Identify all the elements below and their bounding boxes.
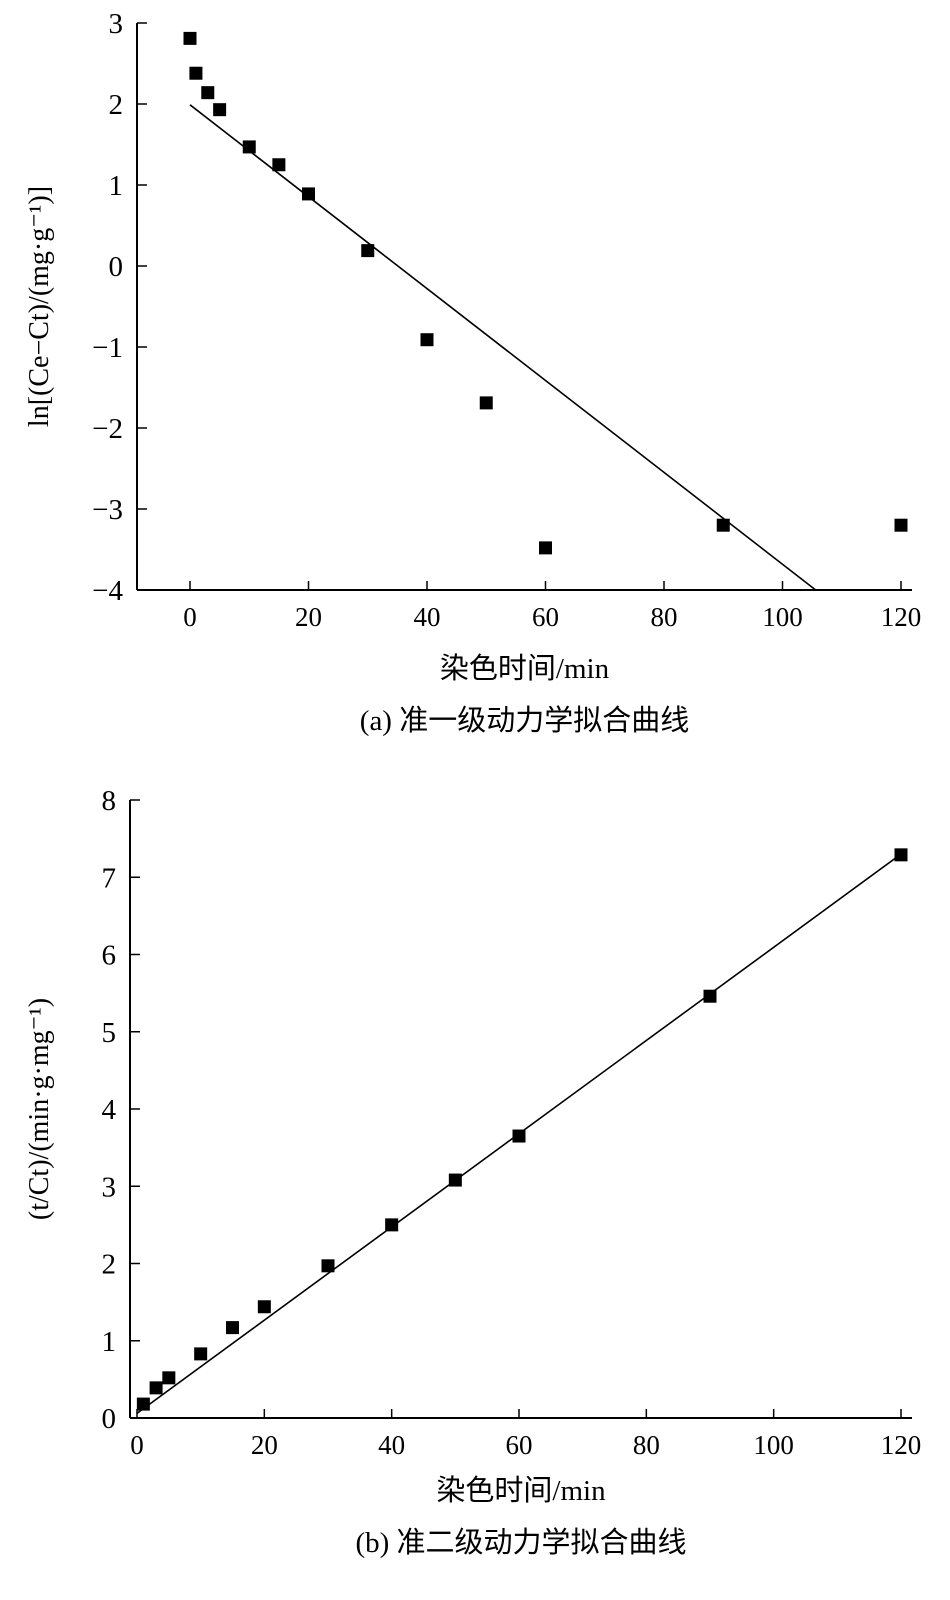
- y-tick-label: 4: [102, 1094, 117, 1126]
- data-point: [257, 1300, 271, 1314]
- data-point: [512, 1129, 526, 1143]
- data-point: [201, 86, 215, 100]
- x-tick-label: 100: [753, 1430, 794, 1460]
- data-point: [183, 31, 197, 45]
- y-axis-label: ln[(Ce−Ct)/(mg·g⁻¹)]: [24, 186, 55, 427]
- y-tick-label: 2: [102, 1249, 117, 1281]
- y-tick-label: −2: [92, 413, 123, 445]
- x-tick-label: 0: [130, 1430, 144, 1460]
- x-tick-label: 0: [183, 602, 197, 632]
- x-tick-label: 60: [506, 1430, 533, 1460]
- y-tick-label: 1: [109, 170, 124, 202]
- chart-b: 0 20 40 60 80 100 120 0 1 2 3 4 5 6 7 8 染色时间/min (b) 准二级动…: [24, 785, 921, 1559]
- data-point: [321, 1259, 335, 1273]
- x-tick-label: 100: [762, 602, 803, 632]
- data-point: [703, 989, 717, 1003]
- x-tick-label: 20: [295, 602, 322, 632]
- y-tick-label: 3: [109, 8, 124, 40]
- chart-caption: (b) 准二级动力学拟合曲线: [355, 1526, 686, 1559]
- x-tick-label: 60: [532, 602, 559, 632]
- chart-caption: (a) 准一级动力学拟合曲线: [360, 704, 689, 737]
- y-tick-label: 5: [102, 1017, 117, 1049]
- fit-line: [189, 104, 817, 591]
- data-point: [272, 158, 286, 172]
- y-tick-label: 3: [102, 1171, 117, 1203]
- x-tick-label: 40: [414, 602, 441, 632]
- data-point: [162, 1371, 176, 1385]
- data-point: [539, 541, 552, 555]
- data-point: [361, 244, 375, 258]
- x-tick-label: 20: [251, 1430, 278, 1460]
- y-tick-label: 1: [102, 1326, 117, 1358]
- y-tick-label: −4: [92, 575, 123, 607]
- data-point: [716, 518, 730, 532]
- x-axis-label: 染色时间/min: [436, 1474, 606, 1507]
- data-point: [242, 140, 256, 154]
- data-point: [136, 1397, 150, 1411]
- data-point: [189, 66, 203, 80]
- x-tick-label: 120: [881, 1430, 922, 1460]
- fit-line: [136, 853, 902, 1415]
- y-tick-label: 6: [102, 940, 117, 972]
- y-tick-label: −1: [92, 332, 123, 364]
- y-tick-label: 8: [102, 785, 117, 817]
- data-point: [385, 1218, 399, 1232]
- x-axis-label: 染色时间/min: [440, 652, 610, 685]
- x-tick-label: 120: [881, 602, 922, 632]
- x-tick-label: 80: [633, 1430, 660, 1460]
- y-tick-label: 0: [109, 251, 124, 283]
- chart-a: 0 20 40 60 80 100 120 −4 −3 −2 −1 0 1 2 3 染色时间/min (a) 准…: [24, 8, 921, 737]
- y-tick-label: 7: [102, 862, 117, 894]
- data-point: [894, 518, 908, 532]
- y-tick-label: 0: [102, 1403, 117, 1435]
- data-point: [213, 103, 227, 117]
- data-point: [420, 333, 434, 347]
- y-axis-label: (t/Ct)/(min·g·mg⁻¹): [24, 998, 55, 1220]
- x-tick-label: 40: [378, 1430, 405, 1460]
- data-point: [226, 1321, 239, 1335]
- data-point: [149, 1381, 163, 1395]
- data-point: [302, 187, 315, 201]
- y-tick-label: 2: [109, 89, 124, 121]
- data-point: [479, 396, 493, 410]
- x-tick-label: 80: [651, 602, 678, 632]
- data-point: [194, 1347, 208, 1361]
- y-tick-label: −3: [92, 494, 123, 526]
